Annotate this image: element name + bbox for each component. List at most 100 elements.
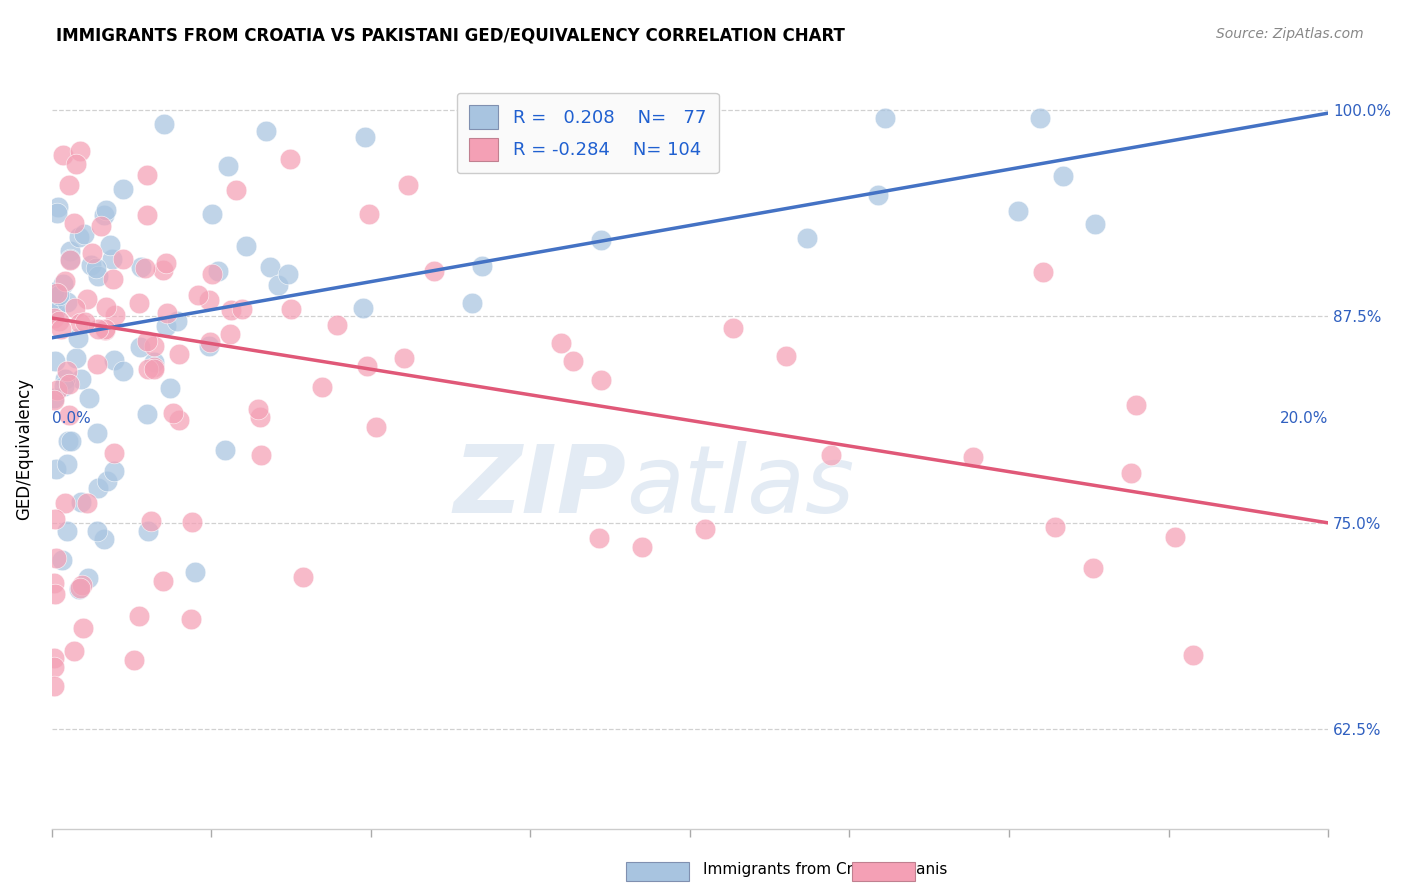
Point xyxy=(460,295,482,310)
Point xyxy=(101,252,124,267)
Point xyxy=(201,207,224,221)
Point xyxy=(197,339,219,353)
Point xyxy=(1052,169,1074,183)
Point xyxy=(1164,530,1187,544)
Point xyxy=(103,446,125,460)
Point xyxy=(197,293,219,307)
Point xyxy=(80,259,103,273)
Point xyxy=(392,351,415,365)
Point xyxy=(135,334,157,348)
Point xyxy=(69,582,91,596)
Point xyxy=(52,277,75,291)
Point xyxy=(44,650,66,665)
Point xyxy=(235,239,257,253)
Point xyxy=(67,230,90,244)
Point xyxy=(69,316,91,330)
Point xyxy=(589,373,612,387)
Point xyxy=(44,587,66,601)
Point xyxy=(207,264,229,278)
Point xyxy=(73,227,96,241)
Point xyxy=(128,609,150,624)
Point xyxy=(42,392,65,407)
Point xyxy=(1083,217,1105,231)
Point xyxy=(159,381,181,395)
Point xyxy=(58,376,80,391)
Point xyxy=(62,644,84,658)
Point xyxy=(291,570,314,584)
Point xyxy=(721,321,744,335)
Point xyxy=(45,286,67,301)
Point xyxy=(143,339,166,353)
Point xyxy=(866,187,889,202)
Point xyxy=(155,256,177,270)
Point xyxy=(267,278,290,293)
Point xyxy=(84,260,107,275)
Point xyxy=(76,571,98,585)
Point xyxy=(136,168,159,182)
Point xyxy=(561,353,583,368)
Point xyxy=(56,458,79,472)
Point xyxy=(56,524,79,539)
Point xyxy=(167,347,190,361)
Text: 0.0%: 0.0% xyxy=(52,410,90,425)
Point xyxy=(1032,265,1054,279)
Point xyxy=(103,464,125,478)
Point xyxy=(359,207,381,221)
Point xyxy=(44,305,66,319)
Point xyxy=(96,202,118,217)
Point xyxy=(90,219,112,234)
Point xyxy=(53,274,76,288)
Text: Source: ZipAtlas.com: Source: ZipAtlas.com xyxy=(1216,27,1364,41)
Point xyxy=(1007,203,1029,218)
Point xyxy=(59,252,82,266)
Point xyxy=(775,349,797,363)
Point xyxy=(48,313,70,327)
Point xyxy=(1125,398,1147,412)
Point xyxy=(70,578,93,592)
Point xyxy=(311,380,333,394)
Point xyxy=(875,111,897,125)
Point xyxy=(42,285,65,299)
Point xyxy=(122,653,145,667)
Point xyxy=(277,267,299,281)
Point xyxy=(76,293,98,307)
Point xyxy=(42,660,65,674)
Point xyxy=(58,408,80,422)
Point xyxy=(51,322,73,336)
Text: Immigrants from Croatia: Immigrants from Croatia xyxy=(703,863,891,877)
Point xyxy=(143,361,166,376)
Point xyxy=(53,372,76,386)
Point xyxy=(142,360,165,375)
Point xyxy=(86,426,108,441)
Point xyxy=(45,550,67,565)
Point xyxy=(254,123,277,137)
Point xyxy=(42,293,65,308)
Point xyxy=(59,252,82,267)
Point xyxy=(55,294,77,309)
Point xyxy=(76,496,98,510)
Point xyxy=(53,496,76,510)
Point xyxy=(112,364,135,378)
Point xyxy=(60,434,83,449)
Point xyxy=(46,383,69,397)
Point xyxy=(364,420,387,434)
Point xyxy=(72,621,94,635)
Point xyxy=(820,448,842,462)
Point xyxy=(93,532,115,546)
Point xyxy=(219,327,242,342)
Point xyxy=(65,351,87,365)
Point xyxy=(87,269,110,284)
Point xyxy=(326,318,349,332)
Point xyxy=(45,206,67,220)
Point xyxy=(180,612,202,626)
Point xyxy=(86,481,108,495)
Point xyxy=(796,231,818,245)
Point xyxy=(693,522,716,536)
Point xyxy=(69,372,91,386)
Point xyxy=(100,238,122,252)
Point xyxy=(42,391,65,405)
Point xyxy=(94,301,117,315)
Point xyxy=(104,308,127,322)
Point xyxy=(352,301,374,315)
Point xyxy=(1119,466,1142,480)
